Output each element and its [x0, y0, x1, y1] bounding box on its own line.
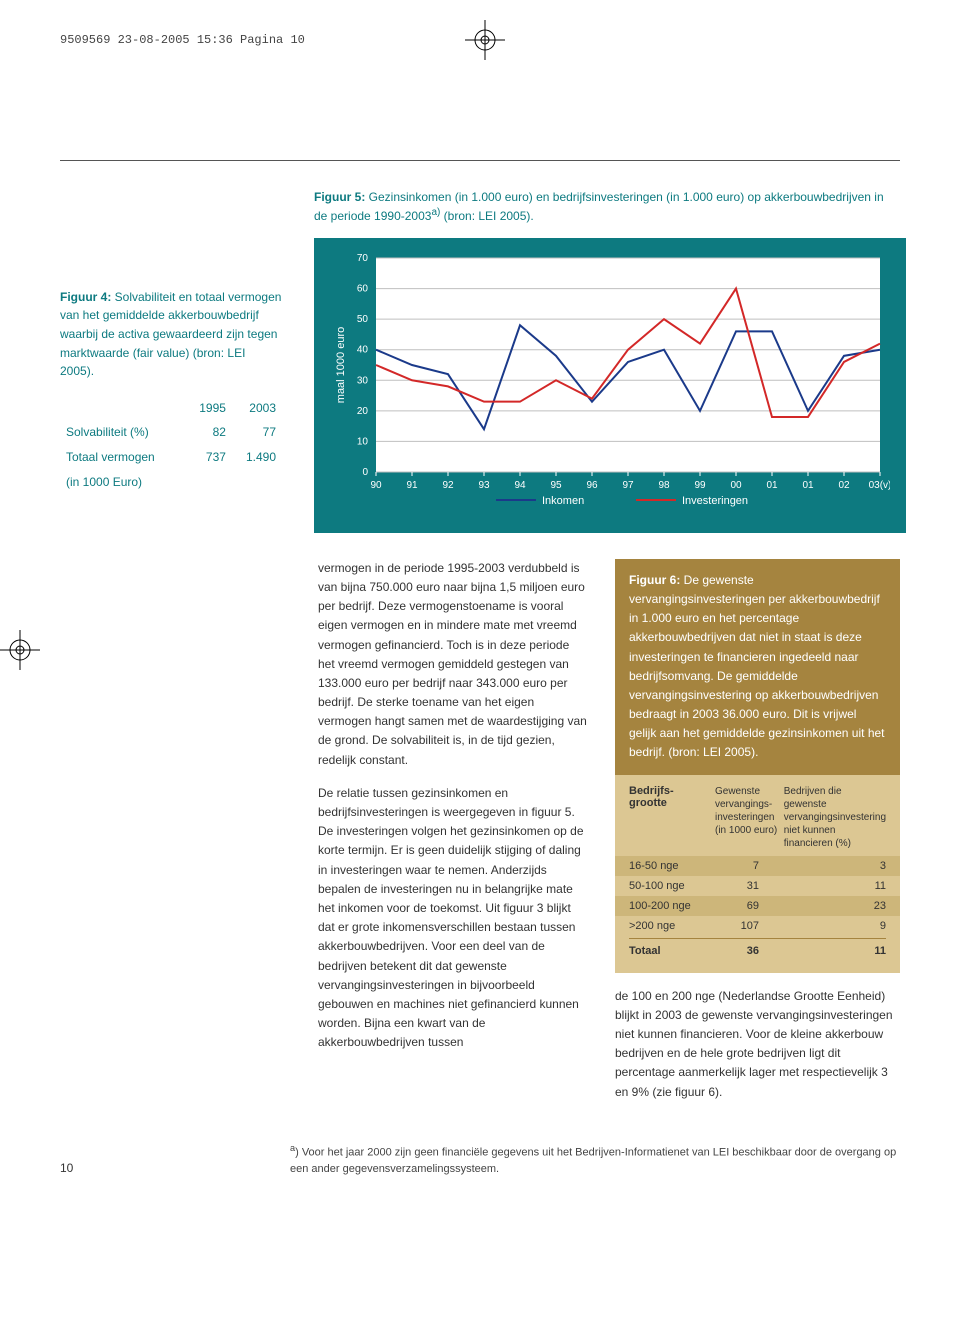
line-chart-svg: 0102030405060709091929394959697989900010…: [330, 252, 890, 512]
upper-block: Figuur 5: Gezinsinkomen (in 1.000 euro) …: [60, 181, 900, 238]
svg-text:96: 96: [586, 480, 598, 491]
svg-text:03(v): 03(v): [869, 480, 890, 491]
svg-text:95: 95: [550, 480, 562, 491]
crop-mark-left: [0, 630, 40, 675]
crop-mark-top: [465, 20, 505, 60]
svg-text:30: 30: [357, 375, 369, 386]
svg-text:93: 93: [478, 480, 490, 491]
figure6-caption: Figuur 6: De gewenste vervangingsinveste…: [615, 559, 900, 775]
meta-text: 9509569 23-08-2005 15:36 Pagina 10: [60, 33, 305, 47]
table-header-row: Bedrijfs-grootte Gewenste vervangings-in…: [629, 785, 886, 850]
page-number: 10: [60, 1159, 73, 1177]
svg-text:01: 01: [802, 480, 814, 491]
table-header-row: 1995 2003: [62, 397, 280, 420]
body-left-column: vermogen in de periode 1995-2003 verdubb…: [318, 559, 587, 1102]
svg-text:Investeringen: Investeringen: [682, 495, 748, 507]
svg-text:Inkomen: Inkomen: [542, 495, 584, 507]
svg-text:02: 02: [838, 480, 850, 491]
print-meta-header: 9509569 23-08-2005 15:36 Pagina 10: [0, 0, 960, 70]
svg-text:0: 0: [362, 467, 368, 478]
svg-text:98: 98: [658, 480, 670, 491]
svg-text:50: 50: [357, 314, 369, 325]
lower-block: vermogen in de periode 1995-2003 verdubb…: [60, 559, 900, 1102]
table-row: 16-50 nge73: [615, 856, 900, 876]
after-table-paragraph: de 100 en 200 nge (Nederlandse Grootte E…: [615, 987, 900, 1102]
figure5-caption: Figuur 5: Gezinsinkomen (in 1.000 euro) …: [314, 189, 900, 226]
svg-text:90: 90: [370, 480, 382, 491]
figure6-table: Bedrijfs-grootte Gewenste vervangings-in…: [615, 775, 900, 973]
svg-text:94: 94: [514, 480, 526, 491]
svg-text:99: 99: [694, 480, 706, 491]
figure4-table: 1995 2003 Solvabiliteit (%)8277 Totaal v…: [60, 395, 282, 495]
svg-text:97: 97: [622, 480, 634, 491]
svg-text:92: 92: [442, 480, 454, 491]
footnote: 10 a) Voor het jaar 2000 zijn geen finan…: [60, 1142, 900, 1178]
col-header: Bedrijven die gewenste vervangingsinvest…: [778, 785, 886, 850]
paragraph: De relatie tussen gezinsinkomen en bedri…: [318, 784, 587, 1053]
col-header: Gewenste vervangings-investeringen (in 1…: [709, 785, 778, 850]
svg-text:20: 20: [357, 406, 369, 417]
table-row: >200 nge1079: [629, 916, 886, 936]
table-total-row: Totaal 36 11: [629, 938, 886, 961]
figure4-sidebar: Figuur 4: Solvabiliteit en totaal vermog…: [60, 238, 290, 533]
svg-text:91: 91: [406, 480, 418, 491]
svg-text:maal 1000 euro: maal 1000 euro: [335, 327, 347, 403]
svg-text:01: 01: [766, 480, 778, 491]
table-row: 100-200 nge6923: [615, 896, 900, 916]
table-row: Totaal vermogen7371.490: [62, 446, 280, 469]
svg-text:40: 40: [357, 344, 369, 355]
figure5-chart: 0102030405060709091929394959697989900010…: [314, 238, 906, 533]
svg-text:00: 00: [730, 480, 742, 491]
body-right-column: Figuur 6: De gewenste vervangingsinveste…: [615, 559, 900, 1102]
table-row: Solvabiliteit (%)8277: [62, 421, 280, 444]
svg-text:10: 10: [357, 436, 369, 447]
table-row: (in 1000 Euro): [62, 471, 280, 494]
upper-content: Figuur 4: Solvabiliteit en totaal vermog…: [60, 238, 900, 533]
table-row: 50-100 nge3111: [629, 876, 886, 896]
col-header: Bedrijfs-grootte: [629, 785, 674, 809]
top-rule: [60, 160, 900, 161]
paragraph: vermogen in de periode 1995-2003 verdubb…: [318, 559, 587, 770]
svg-text:70: 70: [357, 253, 369, 264]
svg-text:60: 60: [357, 283, 369, 294]
